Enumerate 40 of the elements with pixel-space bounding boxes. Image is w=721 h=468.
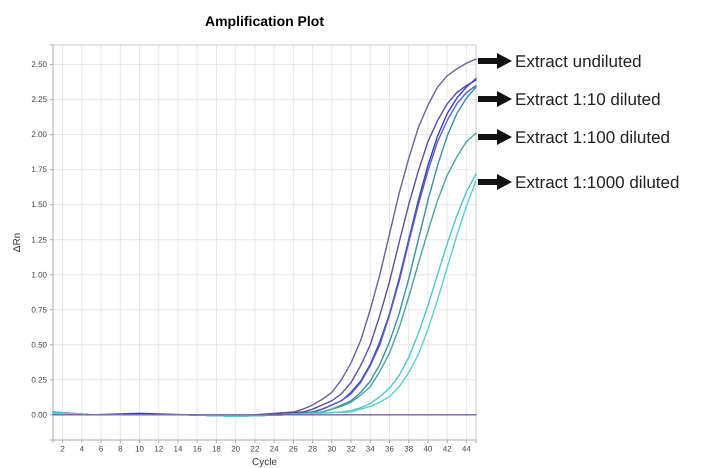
y-tick-label: 1.50 (31, 200, 48, 210)
x-tick-label: 26 (288, 444, 298, 454)
x-tick-label: 16 (192, 444, 202, 454)
x-tick-label: 28 (308, 444, 318, 454)
x-tick-label: 2 (60, 444, 66, 454)
x-tick-label: 30 (327, 444, 337, 454)
x-tick-label: 10 (135, 444, 145, 454)
y-tick-label: 1.25 (31, 235, 48, 244)
y-tick-label: 2.50 (31, 60, 48, 70)
text: Extract 1:100 diluted (515, 128, 670, 147)
y-tick-label: 0.25 (31, 375, 48, 384)
y-tick-label: 2.25 (31, 95, 48, 104)
x-tick-label: 18 (212, 444, 222, 454)
y-tick-label: 2.00 (31, 130, 48, 140)
y-axis-title: ΔRn (12, 232, 23, 252)
y-tick-label: 1.00 (31, 270, 48, 280)
y-tick-label: 0.75 (31, 305, 48, 314)
x-tick-label: 6 (98, 444, 104, 454)
text: Extract 1:10 diluted (515, 90, 661, 109)
x-tick-label: 8 (118, 444, 124, 454)
y-tick-label: 1.75 (31, 165, 48, 174)
y-tick-label: 0.50 (31, 340, 48, 350)
x-tick-label: 36 (385, 444, 394, 454)
text: Extract undiluted (515, 52, 642, 71)
x-tick-label: 20 (231, 444, 241, 454)
x-tick-label: 34 (366, 444, 376, 454)
x-tick-label: 32 (346, 444, 356, 454)
x-tick-label: 4 (80, 444, 85, 454)
x-tick-label: 44 (462, 444, 472, 454)
x-axis-title: Cycle (252, 457, 278, 468)
x-tick-label: 40 (423, 444, 433, 454)
y-tick-label: 0.00 (31, 410, 48, 420)
x-tick-label: 12 (154, 444, 164, 454)
x-tick-label: 42 (442, 444, 452, 454)
text: Extract 1:1000 diluted (515, 172, 680, 192)
chart-title: Amplification Plot (205, 13, 324, 29)
x-tick-label: 38 (404, 444, 414, 454)
x-tick-label: 24 (270, 444, 280, 454)
x-tick-label: 22 (250, 444, 260, 454)
x-tick-label: 14 (174, 444, 183, 454)
